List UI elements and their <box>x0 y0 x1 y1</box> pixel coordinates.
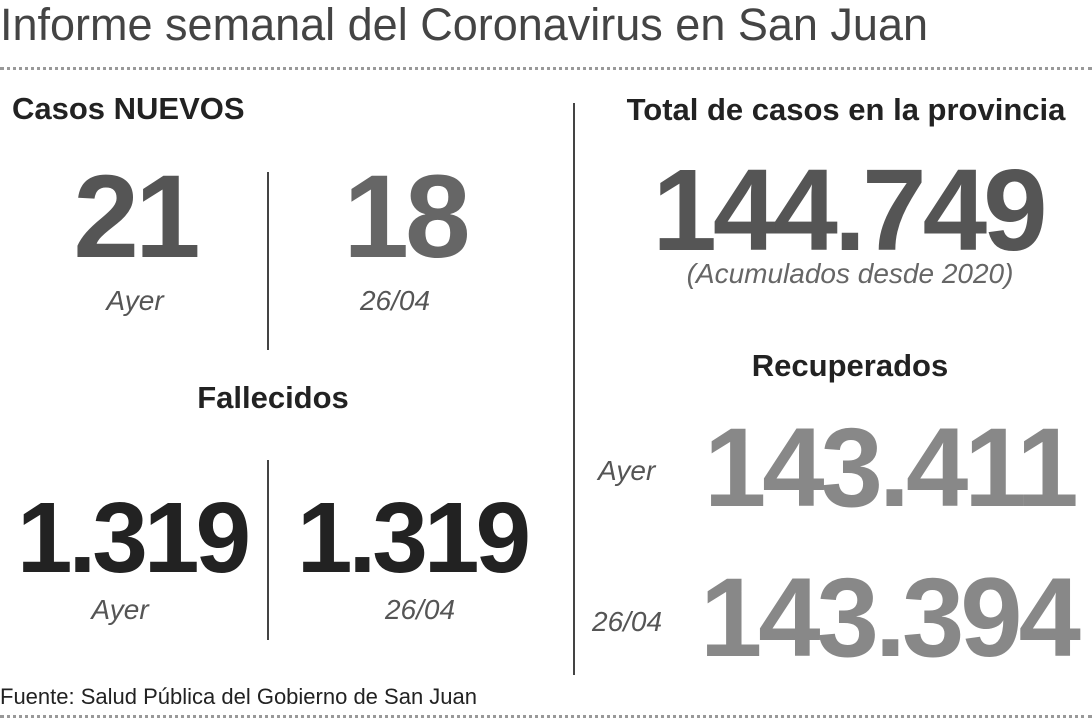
big-number: 1.319 <box>296 482 531 594</box>
label: 26/04 <box>359 285 431 316</box>
section-title: Fallecidos <box>197 380 349 415</box>
label: Ayer <box>106 285 164 316</box>
big-number: 144.749 <box>652 145 1047 275</box>
title: Informe semanal del Coronavirus en San J… <box>0 0 929 50</box>
source: Fuente: Salud Pública del Gobierno de Sa… <box>0 684 477 709</box>
label: 26/04 <box>384 594 456 625</box>
big-number: 1.319 <box>16 482 251 594</box>
note: (Acumulados desde 2020) <box>686 258 1014 289</box>
separator <box>267 460 269 640</box>
section-title: Total de casos en la provincia <box>626 92 1066 127</box>
divider <box>0 715 1092 718</box>
big-number: 143.411 <box>704 405 1079 530</box>
section-title: Casos NUEVOS <box>12 91 245 126</box>
separator <box>267 172 269 350</box>
big-number: 18 <box>343 151 470 283</box>
big-number: 21 <box>73 151 200 283</box>
label: Ayer <box>91 594 149 625</box>
label: 26/04 <box>592 606 663 637</box>
label: Ayer <box>598 455 656 486</box>
divider <box>0 67 1092 70</box>
section-title: Recuperados <box>751 348 949 383</box>
separator <box>573 103 575 675</box>
big-number: 143.394 <box>700 555 1081 680</box>
